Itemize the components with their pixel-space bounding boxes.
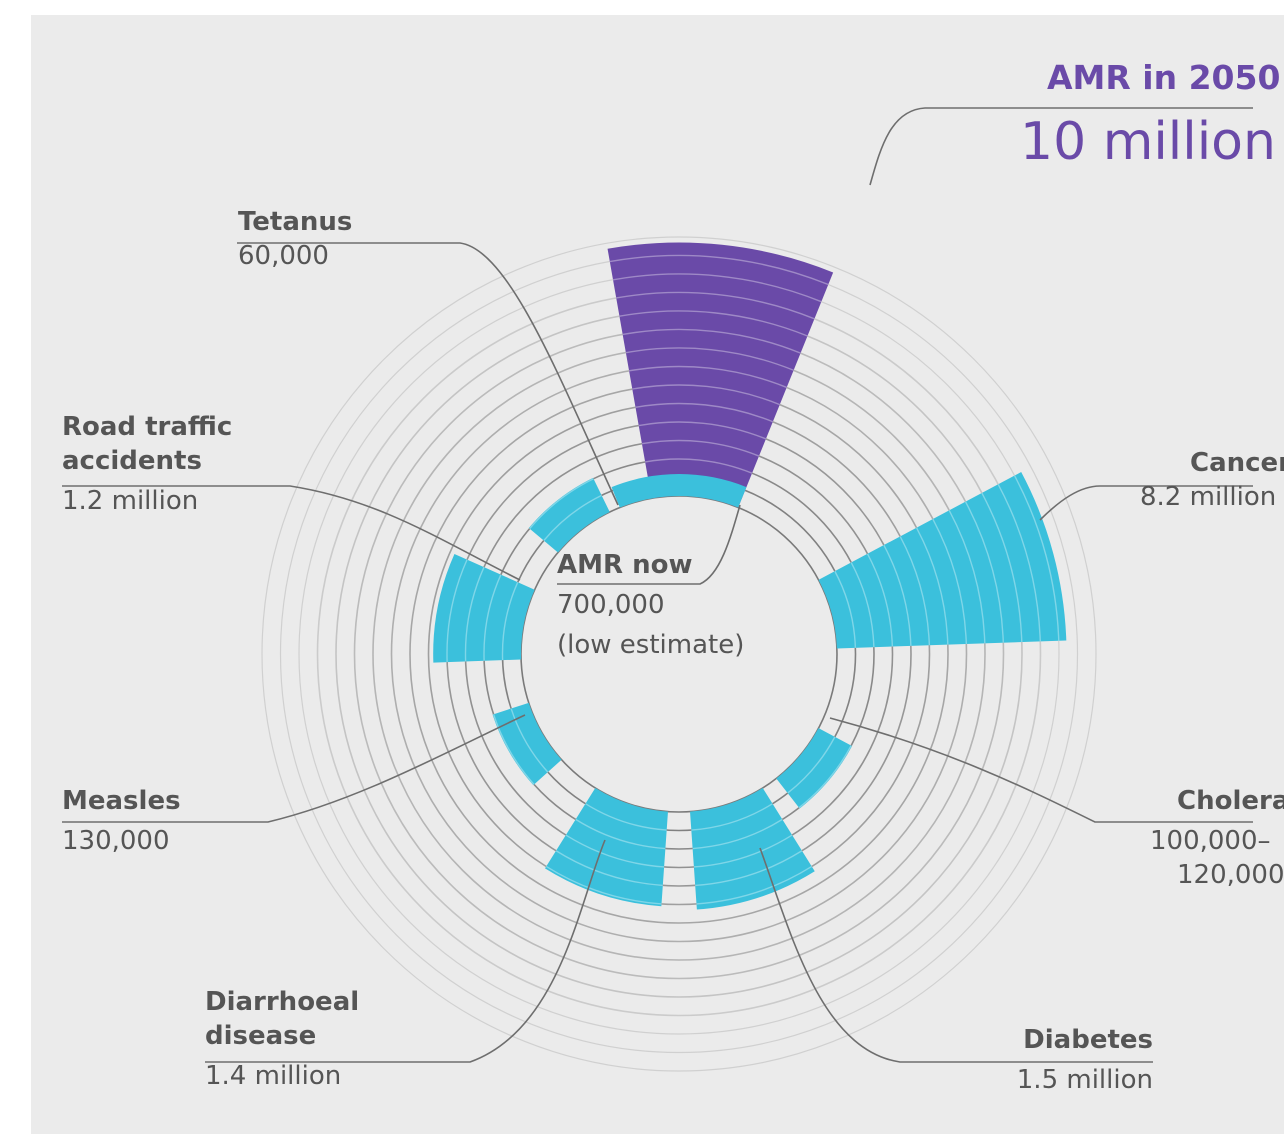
label-measles: Measles 130,000	[62, 784, 181, 858]
segment-ring-cancer-8	[948, 510, 986, 644]
label-diabetes-value: 1.5 million	[1016, 1065, 1153, 1095]
segment-ring-cancer-2	[850, 562, 875, 648]
segment-ring-cholera-2	[798, 745, 852, 809]
leader-tetanus	[237, 242, 619, 506]
leader-road	[62, 485, 521, 581]
segment-ring-measles-1	[510, 708, 549, 773]
segment-ring-road-traffic-accidents-3	[464, 566, 485, 662]
segment-ring-cancer-3	[866, 553, 894, 647]
segment-ring-road-traffic-accidents-2	[483, 574, 502, 661]
label-diarrhoeal-value: 1.4 million	[205, 1061, 342, 1091]
label-cholera-name: Cholera	[1177, 786, 1284, 816]
label-measles-name: Measles	[62, 786, 181, 816]
label-diarrhoeal-name-2: disease	[205, 1021, 317, 1051]
label-amr-2050-value: 10 million	[1020, 112, 1276, 172]
leader-diabetes	[759, 847, 1153, 1063]
label-tetanus: Tetanus 60,000	[238, 205, 352, 273]
segment-ring-diabetes-4	[695, 850, 803, 887]
segment-tetanus	[528, 477, 610, 553]
label-road-value: 1.2 million	[62, 486, 199, 516]
segment-ring-amr-in-2050-2	[645, 458, 753, 474]
segment-ring-diarrhoeal-disease-4	[555, 850, 663, 887]
segment-ring-cholera-1	[787, 736, 836, 794]
segment-ring-measles-2	[492, 714, 535, 785]
segment-ring-diabetes-2	[692, 818, 783, 850]
segment-ring-diabetes-3	[693, 834, 793, 868]
segment-measles	[492, 702, 562, 786]
segment-ring-road-traffic-accidents-4	[446, 559, 468, 663]
label-cancer-name: Cancer	[1190, 448, 1284, 478]
segment-amr-now	[611, 473, 747, 508]
leader-measles	[62, 714, 526, 823]
leader-cancer	[1039, 485, 1253, 521]
label-road-traffic: Road traffic accidents 1.2 million	[62, 410, 232, 518]
segment-ring-cancer-7	[932, 518, 968, 644]
label-measles-value: 130,000	[62, 826, 170, 856]
segment-ring-tetanus-1	[543, 494, 602, 541]
label-tetanus-name: Tetanus	[238, 207, 353, 237]
segment-ring-amr-in-2050-13	[609, 254, 829, 286]
segment-ring-amr-in-2050-11	[616, 291, 815, 320]
label-road-name-1: Road traffic	[62, 412, 233, 442]
label-amr-2050-name: AMR in 2050	[1047, 58, 1281, 97]
segment-ring-diarrhoeal-disease-1	[585, 803, 667, 831]
label-diabetes-name: Diabetes	[1023, 1025, 1153, 1055]
segment-ring-cancer-12	[1013, 475, 1060, 641]
segment-group	[433, 242, 1067, 910]
segment-diabetes	[690, 787, 815, 910]
label-cancer: Cancer 8.2 million	[1140, 446, 1284, 514]
segment-ring-diabetes-5	[696, 865, 813, 905]
segment-ring-amr-in-2050-7	[628, 365, 787, 389]
segment-ring-amr-in-2050-12	[612, 273, 822, 303]
segment-ring-amr-in-2050-8	[625, 347, 794, 371]
label-cholera: Cholera 100,000– 120,000	[1150, 784, 1284, 892]
segment-ring-amr-in-2050-10	[619, 310, 808, 337]
segment-ring-road-traffic-accidents-1	[501, 581, 519, 661]
label-amr-now-name: AMR now	[557, 550, 693, 580]
segment-ring-amr-in-2050-4	[638, 421, 767, 440]
label-amr-now-note: (low estimate)	[557, 630, 745, 660]
segment-ring-amr-in-2050-6	[632, 384, 781, 406]
leader-cholera	[829, 717, 1253, 823]
segment-ring-tetanus-2	[529, 478, 594, 530]
segment-ring-diarrhoeal-disease-2	[575, 818, 666, 850]
leader-amr-2050	[869, 107, 1253, 186]
label-cancer-value: 8.2 million	[1140, 482, 1277, 512]
chart-panel	[31, 15, 1284, 1134]
segment-ring-cancer-10	[981, 492, 1023, 643]
segment-ring-diarrhoeal-disease-5	[545, 865, 662, 905]
segment-amr-in-2050	[607, 242, 834, 508]
segment-ring-diabetes-1	[691, 803, 773, 831]
segment-ring-cancer-6	[915, 527, 949, 645]
segment-ring-amr-in-2050-3	[641, 439, 760, 457]
label-diabetes: Diabetes 1.5 million	[960, 1023, 1153, 1097]
ring-outer-3	[261, 236, 1097, 1072]
leader-lines	[62, 107, 1253, 1063]
segment-cholera	[776, 728, 853, 809]
segment-ring-cancer-4	[883, 544, 912, 646]
label-road-name-2: accidents	[62, 446, 202, 476]
label-cholera-value-1: 100,000–	[1150, 826, 1271, 856]
segment-ring-diarrhoeal-disease-3	[565, 834, 665, 868]
segment-ring-amr-in-2050-9	[622, 328, 801, 354]
label-amr-now-value: 700,000	[557, 590, 665, 620]
label-cholera-value-2: 120,000	[1177, 860, 1284, 890]
label-amr-now: AMR now 700,000 (low estimate)	[557, 548, 744, 662]
segment-ring-amr-in-2050-5	[635, 402, 774, 423]
leader-diarrhoeal	[205, 839, 606, 1063]
segment-ring-cancer-5	[899, 536, 931, 646]
label-diarrhoeal-name-1: Diarrhoeal	[205, 987, 360, 1017]
segment-cancer	[818, 472, 1067, 649]
segment-ring-cancer-1	[834, 570, 857, 648]
segment-ring-cancer-9	[964, 501, 1004, 643]
segment-ring-cancer-11	[997, 483, 1041, 642]
leader-amr-now	[557, 504, 741, 585]
segment-diarrhoeal-disease	[545, 787, 668, 907]
label-diarrhoeal: Diarrhoeal disease 1.4 million	[205, 985, 359, 1093]
segment-road-traffic-accidents	[433, 554, 535, 663]
label-tetanus-value: 60,000	[238, 241, 329, 271]
